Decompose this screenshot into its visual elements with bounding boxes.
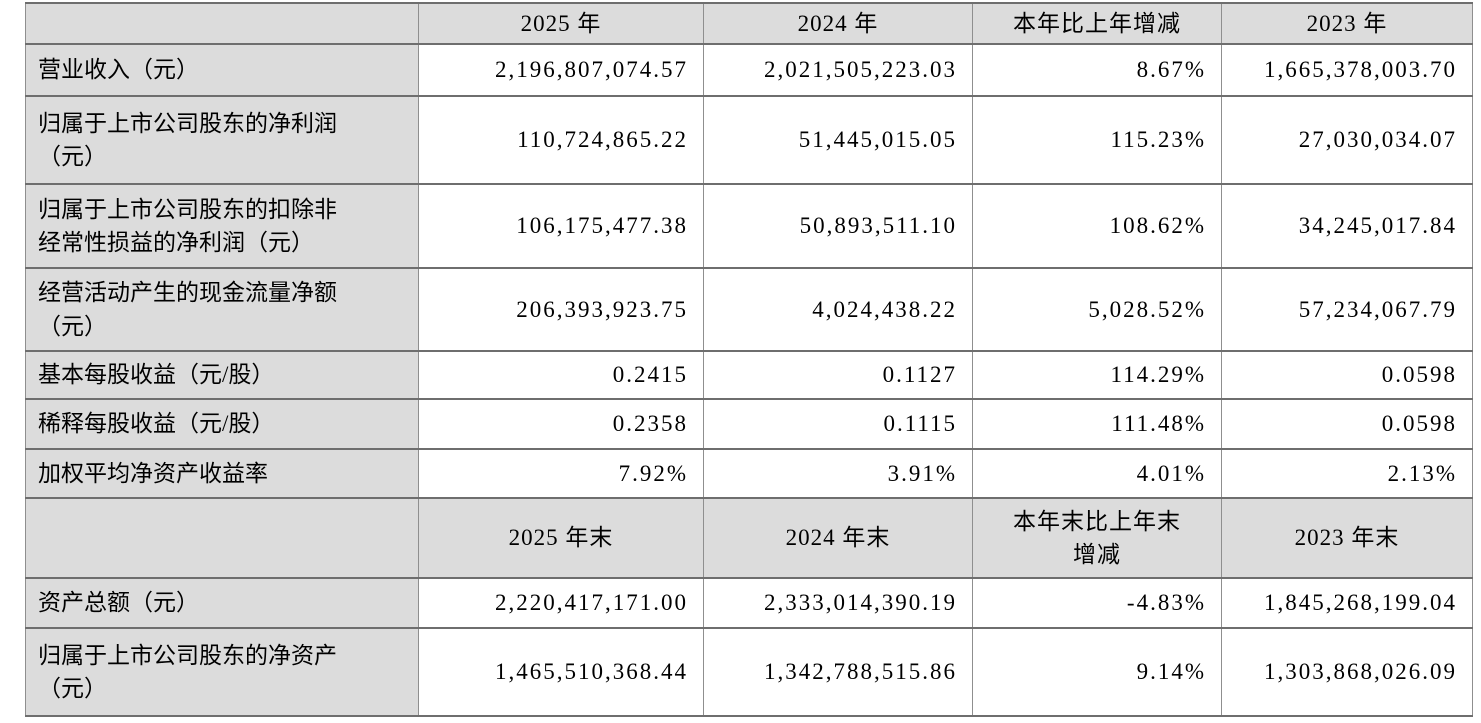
value-cell-2024: 51,445,015.05 (703, 95, 973, 185)
column-header-2024-yearend: 2024 年末 (703, 497, 973, 579)
row-label-cell: 归属于上市公司股东的扣除非 经常性损益的净利润（元） (25, 183, 419, 269)
row-label-cell: 基本每股收益（元/股） (25, 350, 419, 400)
column-header-2023: 2023 年 (1221, 2, 1473, 45)
row-label-cell: 加权平均净资产收益率 (25, 448, 419, 499)
value-cell-2024: 50,893,511.10 (703, 183, 973, 269)
table-row-total-assets: 资产总额（元） 2,220,417,171.00 2,333,014,390.1… (25, 577, 1473, 629)
value-cell-change: 4.01% (972, 448, 1222, 499)
value-cell-2025: 1,465,510,368.44 (418, 627, 704, 717)
value-cell-change: 108.62% (972, 183, 1222, 269)
column-header-2025-yearend: 2025 年末 (418, 497, 704, 579)
value-cell-change: 115.23% (972, 95, 1222, 185)
value-cell-change: 9.14% (972, 627, 1222, 717)
corner-cell (25, 497, 419, 579)
column-header-2024: 2024 年 (703, 2, 973, 45)
value-cell-2024: 0.1127 (703, 350, 973, 400)
financial-summary-table: 2025 年 2024 年 本年比上年增减 2023 年 营业收入（元） 2,1… (25, 2, 1473, 717)
value-cell-2024: 2,333,014,390.19 (703, 577, 973, 629)
row-label-cell: 营业收入（元） (25, 43, 419, 97)
value-cell-2023: 27,030,034.07 (1221, 95, 1473, 185)
value-cell-2023: 0.0598 (1221, 350, 1473, 400)
value-cell-2025: 7.92% (418, 448, 704, 499)
table-row-net-profit: 归属于上市公司股东的净利润 （元） 110,724,865.22 51,445,… (25, 95, 1473, 185)
column-header-2023-yearend: 2023 年末 (1221, 497, 1473, 579)
value-cell-2025: 0.2415 (418, 350, 704, 400)
value-cell-2023: 2.13% (1221, 448, 1473, 499)
table-row-net-profit-excl-nonrecurring: 归属于上市公司股东的扣除非 经常性损益的净利润（元） 106,175,477.3… (25, 183, 1473, 269)
table-row-weighted-avg-roe: 加权平均净资产收益率 7.92% 3.91% 4.01% 2.13% (25, 448, 1473, 499)
corner-cell (25, 2, 419, 45)
year-header-row: 2025 年 2024 年 本年比上年增减 2023 年 (25, 2, 1473, 45)
value-cell-2024: 2,021,505,223.03 (703, 43, 973, 97)
value-cell-2023: 1,303,868,026.09 (1221, 627, 1473, 717)
value-cell-2025: 2,220,417,171.00 (418, 577, 704, 629)
row-label-cell: 资产总额（元） (25, 577, 419, 629)
value-cell-change: 5,028.52% (972, 267, 1222, 352)
column-header-yearend-change: 本年末比上年末 增减 (972, 497, 1222, 579)
value-cell-change: 114.29% (972, 350, 1222, 400)
value-cell-2023: 34,245,017.84 (1221, 183, 1473, 269)
value-cell-2023: 1,845,268,199.04 (1221, 577, 1473, 629)
value-cell-2024: 3.91% (703, 448, 973, 499)
table-row-diluted-eps: 稀释每股收益（元/股） 0.2358 0.1115 111.48% 0.0598 (25, 398, 1473, 450)
table-row-operating-revenue: 营业收入（元） 2,196,807,074.57 2,021,505,223.0… (25, 43, 1473, 97)
row-label-cell: 经营活动产生的现金流量净额 （元） (25, 267, 419, 352)
row-label-cell: 稀释每股收益（元/股） (25, 398, 419, 450)
value-cell-change: -4.83% (972, 577, 1222, 629)
column-header-yoy-change: 本年比上年增减 (972, 2, 1222, 45)
value-cell-2023: 57,234,067.79 (1221, 267, 1473, 352)
value-cell-2024: 0.1115 (703, 398, 973, 450)
value-cell-change: 8.67% (972, 43, 1222, 97)
row-label-cell: 归属于上市公司股东的净利润 （元） (25, 95, 419, 185)
value-cell-2023: 0.0598 (1221, 398, 1473, 450)
table-row-basic-eps: 基本每股收益（元/股） 0.2415 0.1127 114.29% 0.0598 (25, 350, 1473, 400)
value-cell-2024: 1,342,788,515.86 (703, 627, 973, 717)
value-cell-2025: 106,175,477.38 (418, 183, 704, 269)
value-cell-2024: 4,024,438.22 (703, 267, 973, 352)
value-cell-2023: 1,665,378,003.70 (1221, 43, 1473, 97)
value-cell-2025: 206,393,923.75 (418, 267, 704, 352)
table-row-net-assets: 归属于上市公司股东的净资产 （元） 1,465,510,368.44 1,342… (25, 627, 1473, 717)
financial-summary-table-container: 2025 年 2024 年 本年比上年增减 2023 年 营业收入（元） 2,1… (25, 2, 1473, 717)
table-row-operating-cash-flow: 经营活动产生的现金流量净额 （元） 206,393,923.75 4,024,4… (25, 267, 1473, 352)
column-header-2025: 2025 年 (418, 2, 704, 45)
value-cell-2025: 110,724,865.22 (418, 95, 704, 185)
value-cell-change: 111.48% (972, 398, 1222, 450)
value-cell-2025: 0.2358 (418, 398, 704, 450)
row-label-cell: 归属于上市公司股东的净资产 （元） (25, 627, 419, 717)
yearend-header-row: 2025 年末 2024 年末 本年末比上年末 增减 2023 年末 (25, 497, 1473, 579)
value-cell-2025: 2,196,807,074.57 (418, 43, 704, 97)
